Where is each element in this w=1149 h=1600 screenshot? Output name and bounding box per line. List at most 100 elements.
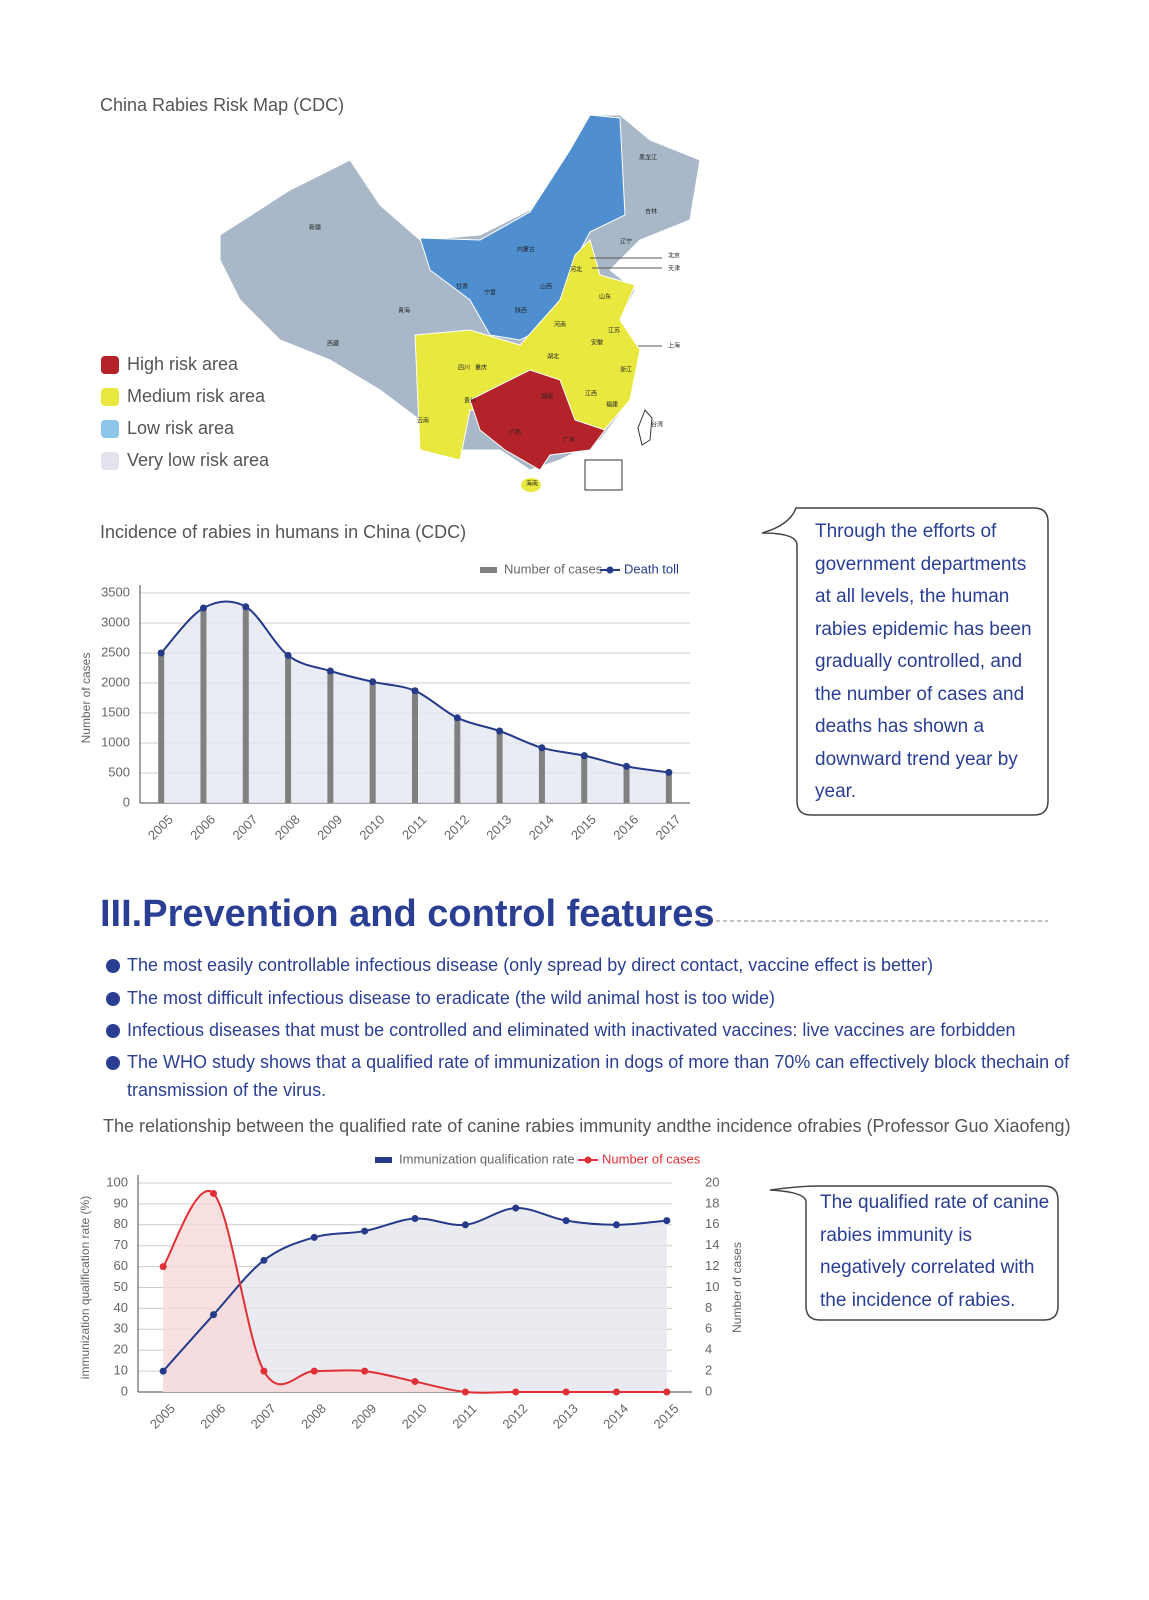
province-label: 广东 [563,436,575,444]
note: Through the efforts of government depart… [815,521,1032,802]
legend-label: Death toll [624,561,679,576]
point [326,667,334,675]
y-axis-label: Number of cases [79,653,93,744]
y-tick-label: 1000 [101,734,130,749]
x-tick-label: 2012 [499,1401,530,1432]
point [538,744,546,752]
x-tick-label: 2014 [600,1401,631,1432]
x-tick-label: 2009 [314,812,345,843]
province-label: 台湾 [651,421,663,429]
point [159,1367,167,1375]
note: The qualified rate of canine rabies immu… [820,1192,1050,1311]
point [210,1189,218,1197]
bar [327,670,334,803]
chart-title: Incidence of rabies in humans in China (… [100,522,467,542]
x-tick-label: 2011 [449,1401,479,1431]
callout-2 [769,1185,1059,1321]
province-label: 海南 [526,480,538,488]
province-label: 上海 [668,342,680,350]
area-shade [163,1190,667,1393]
y2-axis-label: Number of cases [730,1242,744,1333]
legend-swatch [101,356,119,374]
bar [412,687,418,803]
x-tick-label: 2009 [348,1401,379,1432]
x-tick-label: 2011 [399,812,429,842]
y2-tick-label: 0 [705,1383,712,1398]
province-label: 浙江 [620,366,632,374]
point [284,651,292,659]
y-tick-label: 10 [114,1363,128,1378]
bullet-dot [106,1024,120,1038]
x-tick-label: 2017 [653,812,684,843]
bar [242,605,249,803]
province-label: 贵州 [464,397,476,405]
province-label: 北京 [668,252,680,260]
province-label: 宁夏 [484,289,496,297]
province-label: 陕西 [515,307,527,315]
point [580,752,588,760]
x-tick-label: 2006 [197,1401,228,1432]
y2-tick-label: 6 [705,1321,712,1336]
bar [496,732,503,803]
y-tick-label: 2000 [101,674,130,689]
map-inset [584,459,623,491]
legend-label: Immunization qualification rate [399,1151,575,1166]
bar [285,655,292,803]
y-tick-label: 20 [114,1342,128,1357]
callout-1 [761,507,1049,816]
y-tick-label: 80 [114,1216,128,1231]
y-tick-label: 3500 [101,584,130,599]
province-label: 吉林 [645,208,657,216]
y-tick-label: 60 [114,1258,128,1273]
x-tick-label: 2015 [651,1401,682,1432]
x-tick-label: 2007 [229,812,260,843]
point [665,768,673,776]
y-tick-label: 0 [121,1383,128,1398]
x-tick-label: 2013 [550,1401,581,1432]
bar [454,717,461,803]
x-tick-label: 2016 [610,812,641,843]
province-label: 山东 [599,293,611,301]
point [411,687,419,695]
x-tick-label: 2005 [147,1401,178,1432]
legend-label: Very low risk area [127,450,270,470]
x-tick-label: 2012 [441,812,472,843]
callout-box [769,1185,1059,1321]
point [411,1215,419,1223]
map-title: China Rabies Risk Map (CDC) [100,95,345,115]
bar [665,772,672,803]
bullet-dot [106,959,120,973]
province-label: 福建 [606,401,618,409]
point [623,762,631,770]
y-tick-label: 100 [106,1174,128,1189]
x-tick-label: 2010 [399,1401,430,1432]
y2-tick-label: 16 [705,1216,719,1231]
y2-tick-label: 12 [705,1258,719,1273]
province-label: 新疆 [309,224,321,232]
point [199,604,207,612]
province-label: 广西 [509,429,521,437]
y-tick-label: 90 [114,1195,128,1210]
point [361,1367,369,1375]
point [159,1263,167,1271]
legend-label: High risk area [127,354,239,374]
map [219,114,701,492]
bar [369,680,376,803]
province-label: 黑龙江 [639,154,657,162]
legend-swatch [101,388,119,406]
legend-swatch [480,567,497,573]
legend-label: Medium risk area [127,386,266,406]
point [612,1388,620,1396]
bullet-text: The WHO study shows that a qualified rat… [127,1052,1070,1100]
y2-tick-label: 18 [705,1195,719,1210]
province-label: 湖南 [541,393,553,401]
point [496,727,504,735]
legend-swatch [101,420,119,438]
province-label: 重庆 [475,364,487,372]
province-label: 湖北 [547,353,559,361]
x-tick-label: 2007 [248,1401,279,1432]
area-shade [163,1208,667,1392]
y-axis-label: immunization qualification rate (%) [78,1196,92,1379]
